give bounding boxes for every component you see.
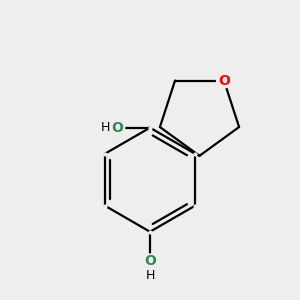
Circle shape bbox=[142, 254, 158, 269]
Text: H: H bbox=[100, 121, 110, 134]
Text: O: O bbox=[218, 74, 230, 88]
Text: H: H bbox=[145, 269, 155, 282]
Text: O: O bbox=[144, 254, 156, 268]
Circle shape bbox=[110, 120, 125, 135]
Text: O: O bbox=[111, 121, 123, 135]
Circle shape bbox=[217, 73, 231, 88]
